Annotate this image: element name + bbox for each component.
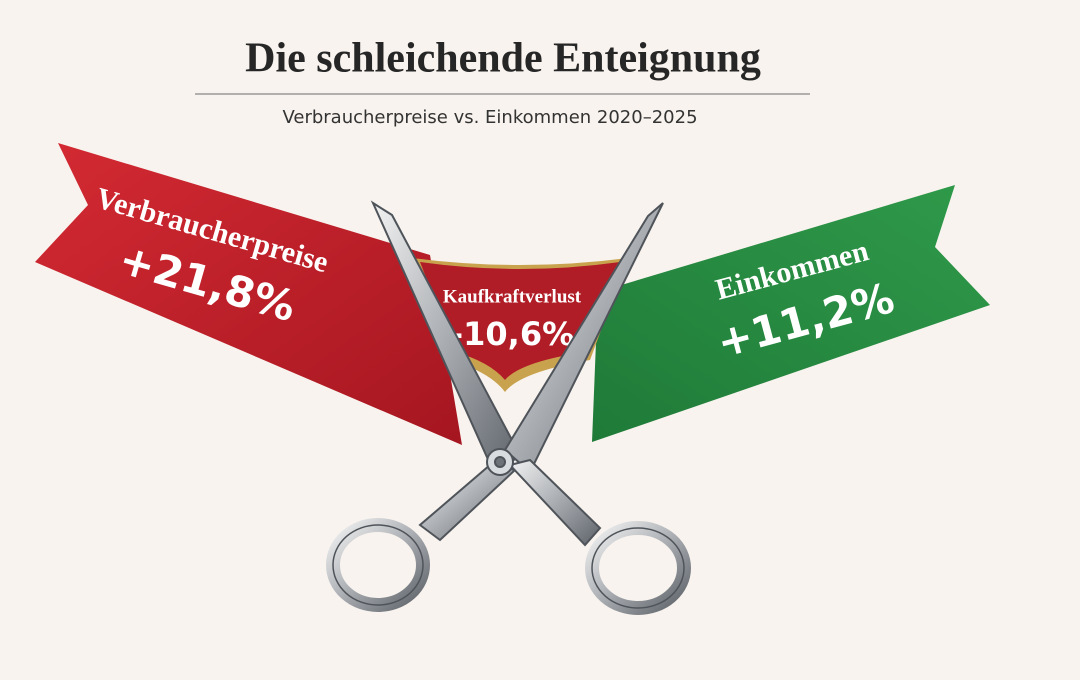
prices-ribbon [35,143,462,445]
title: Die schleichende Enteignung [245,36,761,82]
income-ribbon [592,185,990,442]
scissors [326,200,691,615]
ribbon-label: Kaufkraftverlust [443,286,582,307]
ribbon-value: -10,6% [450,315,574,353]
subtitle: Verbraucherpreise vs. Einkommen 2020–202… [282,107,697,128]
